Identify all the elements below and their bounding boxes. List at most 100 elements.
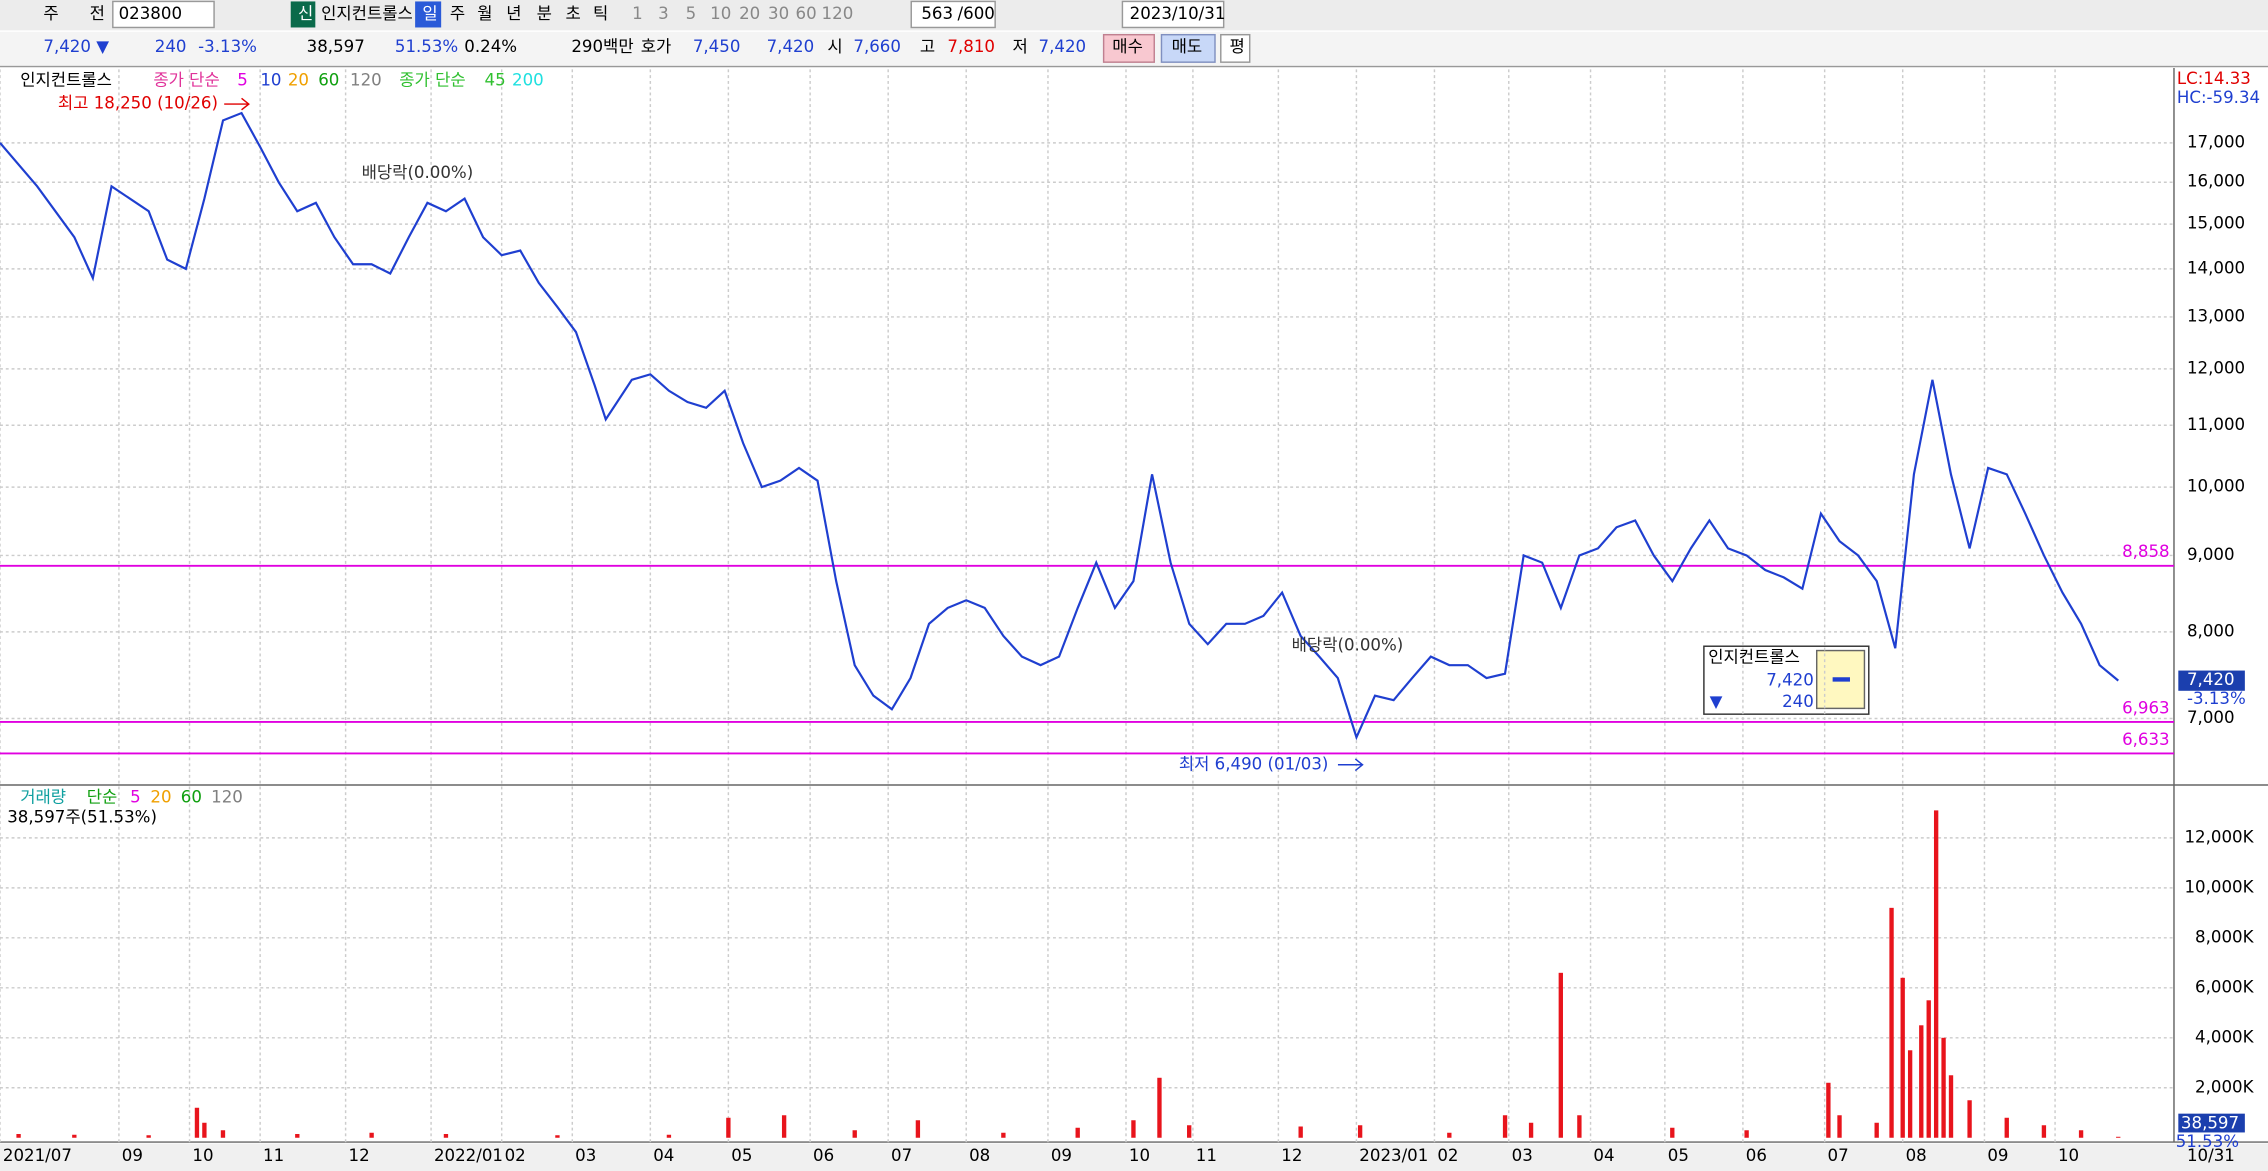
x-tick-label: 05 (1668, 1146, 1689, 1165)
y-tick-label: 14,000 (2187, 258, 2245, 277)
legend-item: 120 (211, 788, 243, 807)
y-tick-label: 17,000 (2187, 132, 2245, 151)
side-label: HC:-59.34 (2177, 88, 2260, 107)
y-tick-label: 13,000 (2187, 306, 2245, 325)
sell-button[interactable] (1160, 33, 1216, 63)
toolbar-item: 023800 (119, 4, 182, 23)
quote-item: 7,810 (947, 37, 995, 56)
y-tick-label: 2,000K (2195, 1077, 2255, 1096)
quote-item: 7,660 (853, 37, 901, 56)
annotation-arrow (1337, 758, 1364, 772)
y-tick-label: 8,000 (2187, 621, 2235, 640)
y-tick-label: 9,000 (2187, 545, 2235, 564)
annotation: 배당락(0.00%) (1292, 636, 1404, 655)
toolbar-item: 60 (796, 4, 817, 23)
volume-bar (1528, 1122, 1534, 1138)
quote-item: 평 (1229, 37, 1244, 56)
legend-item: 종가 단순 (399, 70, 465, 89)
x-tick-label: 02 (505, 1146, 526, 1165)
toolbar-item: 30 (768, 4, 789, 23)
volume-bar (666, 1134, 672, 1138)
x-tick-label: 07 (1828, 1146, 1849, 1165)
x-tick-label: 12 (349, 1146, 370, 1165)
y-tick-label: 8,000K (2195, 927, 2255, 946)
avg-button[interactable] (1220, 33, 1251, 63)
toolbar-item: 563 (921, 4, 953, 23)
info-change: 240 (1782, 692, 1814, 711)
toolbar-item: 20 (739, 4, 760, 23)
down-arrow: ▼ (1710, 692, 1723, 711)
volume-bar (1874, 1122, 1879, 1138)
volume-bar (1837, 1115, 1842, 1138)
legend-item: 120 (350, 70, 382, 89)
legend-item: 5 (130, 788, 141, 807)
quote-item: 290백만 (571, 37, 633, 56)
volume-bar (202, 1122, 207, 1138)
volume-bar (1502, 1115, 1508, 1138)
volume-bar (1907, 1050, 1913, 1138)
price-tag (2178, 670, 2245, 691)
volume-bar (369, 1132, 374, 1138)
volume-tag (2178, 1113, 2245, 1133)
quote-item: 38,597 (307, 37, 365, 56)
quote-item: 7,420 ▼ (43, 37, 109, 56)
code-input[interactable] (112, 0, 215, 29)
quote-item: 호가 (641, 37, 672, 56)
info-price: 7,420 (1766, 670, 1814, 689)
x-tick-label: 11 (263, 1146, 284, 1165)
volume-bar (1447, 1132, 1452, 1138)
toolbar-item: 1 (632, 4, 643, 23)
legend-item: 인지컨트롤스 (20, 70, 112, 89)
volume-bar (1001, 1132, 1006, 1138)
quote-item: 7,420 (767, 37, 815, 56)
volume-tag-label: 38,597 (2181, 1113, 2239, 1132)
quote-item: 매수 (1112, 37, 1143, 56)
toolbar-item: /600 (958, 4, 995, 23)
volume-bar (1187, 1125, 1192, 1138)
toolbar-item: 2023/10/31 (1130, 4, 1226, 23)
legend-item: 20 (150, 788, 171, 807)
price-line (0, 111, 2119, 741)
volume-bar (1919, 1025, 1924, 1138)
volume-bar (443, 1134, 449, 1138)
volume-bar (555, 1135, 560, 1138)
x-tick-label: 02 (1437, 1146, 1458, 1165)
volume-bar (72, 1134, 77, 1138)
volume-bar (194, 1107, 200, 1138)
y-tick-label: 10,000 (2187, 477, 2245, 496)
volume-bar (915, 1120, 921, 1138)
x-tick-label: 09 (1051, 1146, 1072, 1165)
support-label: 8,858 (2122, 542, 2170, 561)
volume-bar (1826, 1082, 1831, 1138)
quote-item: 0.24% (464, 37, 517, 56)
quote-item: 저 (1013, 37, 1028, 56)
volume-bar (1744, 1130, 1749, 1138)
side-label: LC:14.33 (2177, 69, 2251, 88)
x-tick-label: 2023/01 (1359, 1146, 1428, 1165)
day-button[interactable] (415, 1, 442, 28)
toolbar-item: 신 (298, 4, 313, 23)
volume-bar (1900, 977, 1905, 1138)
toolbar-item: 주 (43, 4, 58, 23)
volume-bar (1075, 1127, 1080, 1138)
annotation: 최저 6,490 (01/03) (1179, 754, 1329, 773)
volume-bar (1933, 810, 1939, 1138)
buy-button[interactable] (1102, 33, 1155, 63)
info-name: 인지컨트롤스 (1708, 647, 1800, 666)
annotation: 최고 18,250 (10/26) (58, 94, 218, 113)
volume-bar (1941, 1037, 1946, 1138)
volume-bar (1967, 1100, 1972, 1138)
legend-item: 200 (512, 70, 544, 89)
volume-bar (1670, 1127, 1675, 1138)
date-input[interactable] (1121, 0, 1225, 29)
y-tick-label: 7,000 (2187, 708, 2235, 727)
toolbar-item: 분 (537, 4, 552, 23)
legend-item: 10 (260, 70, 281, 89)
x-tick-label: 10 (192, 1146, 213, 1165)
legend-item: 20 (288, 70, 309, 89)
y-tick-label: 6,000K (2195, 977, 2255, 996)
count-input[interactable] (910, 0, 996, 29)
x-tick-label: 05 (731, 1146, 752, 1165)
support-label: 6,633 (2122, 730, 2170, 749)
